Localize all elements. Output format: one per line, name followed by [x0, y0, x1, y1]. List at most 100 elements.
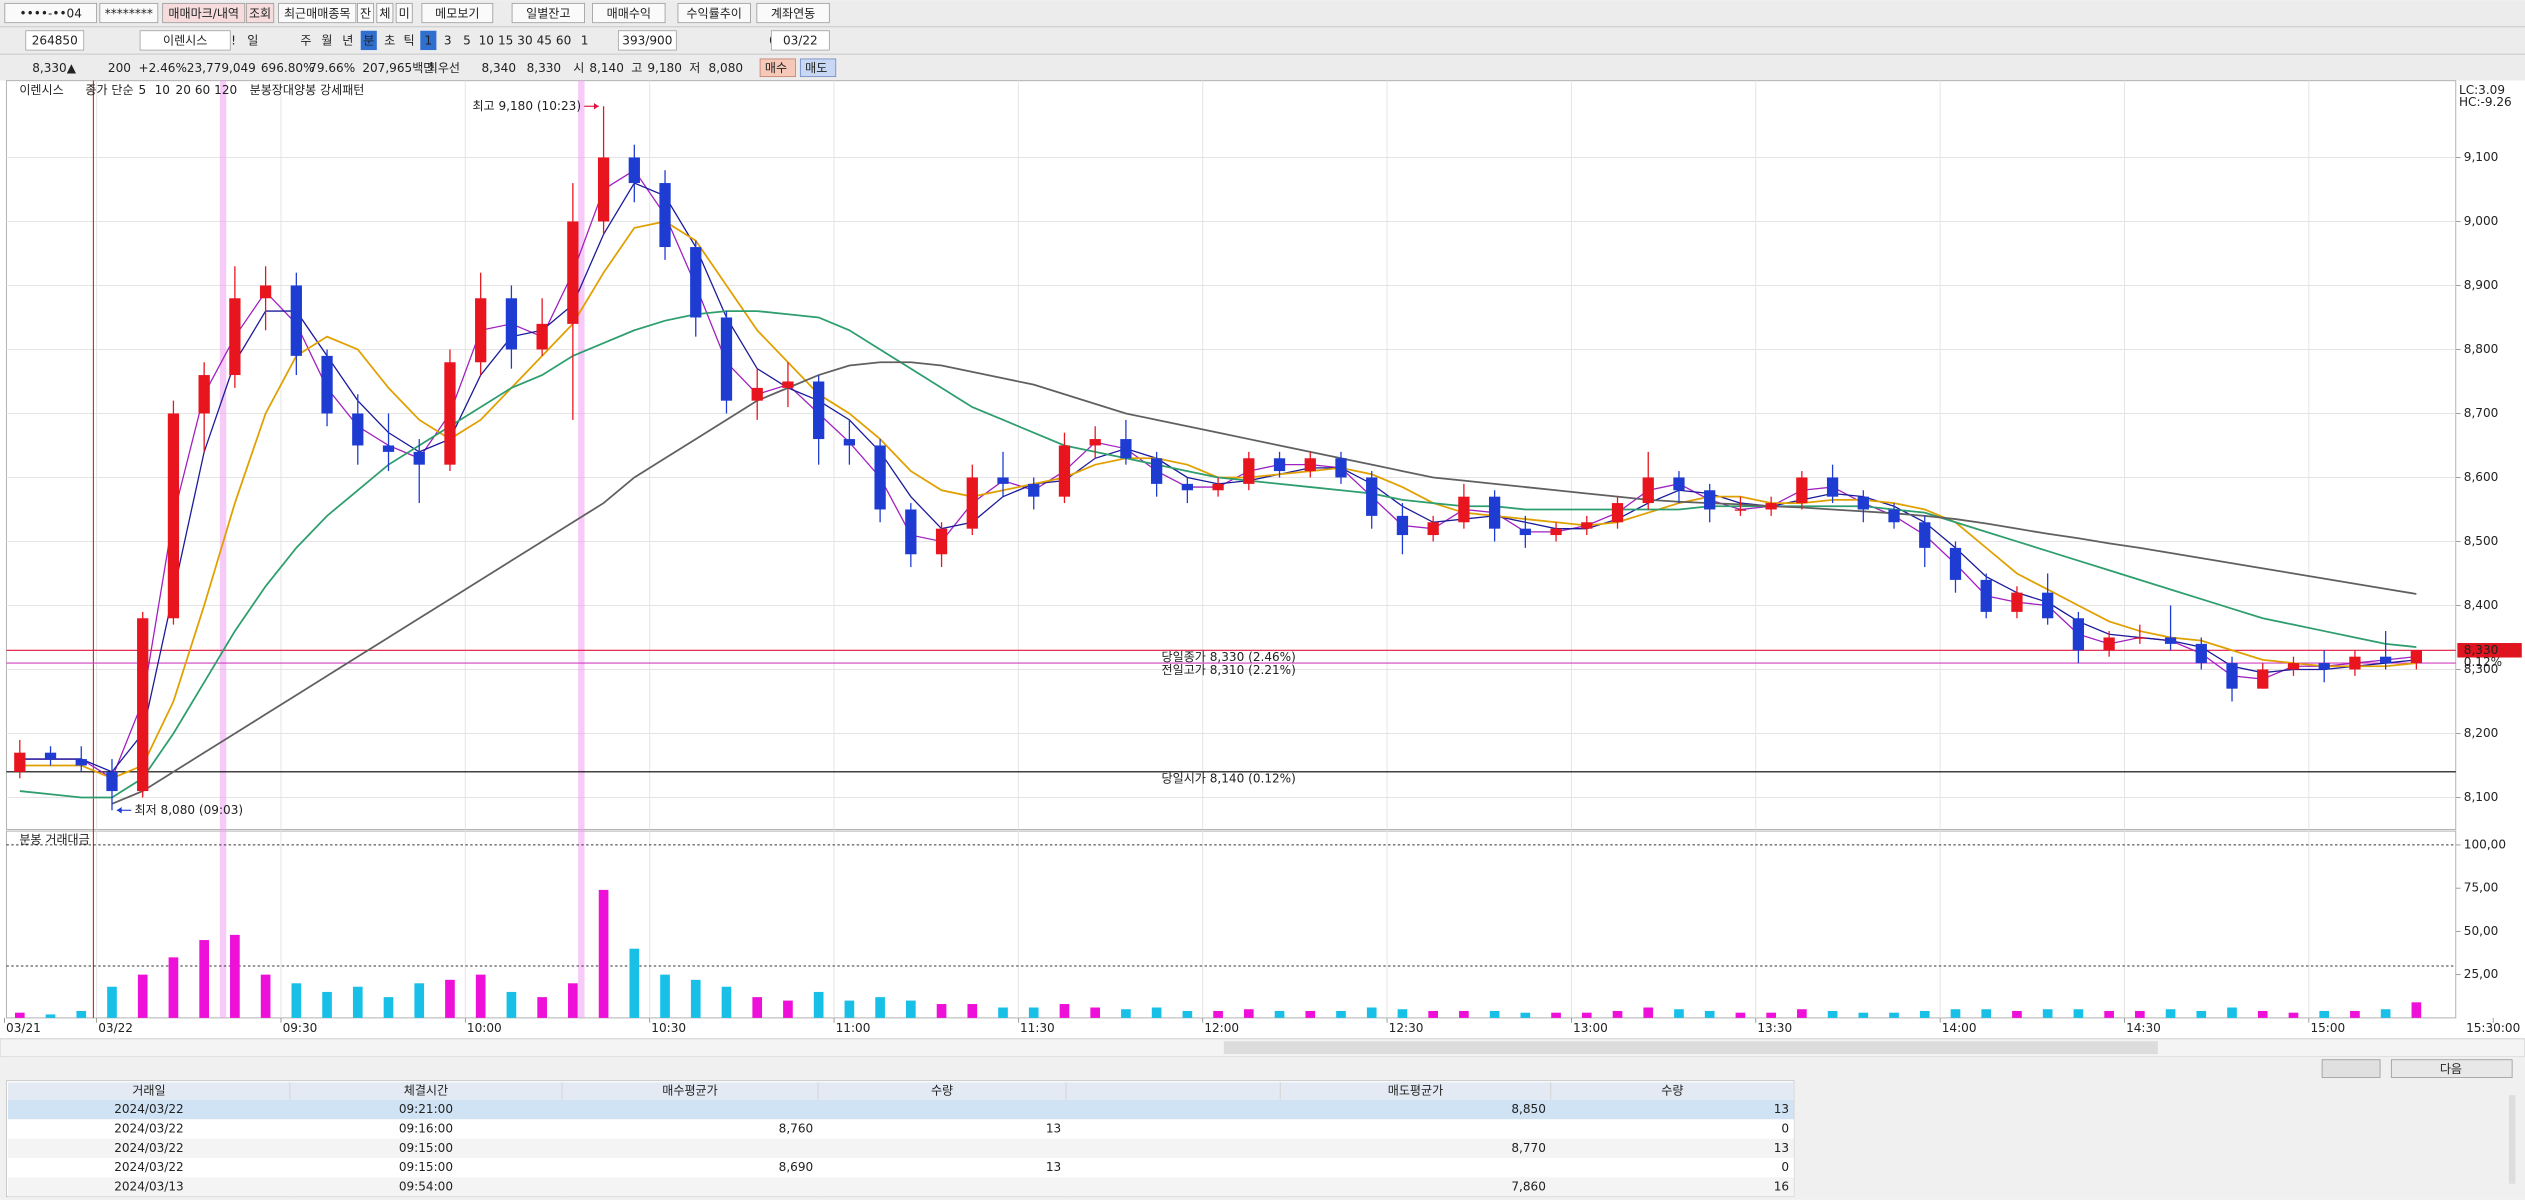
toolbar-button[interactable]: [376, 2, 394, 24]
volume-bar: [844, 1000, 855, 1018]
toolbar-button[interactable]: [4, 2, 98, 24]
selected-period[interactable]: [420, 30, 437, 51]
candle-body: [1642, 477, 1654, 504]
input-box[interactable]: [617, 30, 677, 51]
candle-body: [1765, 503, 1777, 510]
toolbar-item[interactable]: 이렌시스: [163, 34, 207, 48]
toolbar-button-label[interactable]: 조회: [249, 6, 271, 20]
toolbar-item[interactable]: 일: [247, 34, 258, 48]
toolbar-button[interactable]: [756, 2, 830, 24]
toolbar-button-label[interactable]: 매매수익: [607, 6, 651, 20]
corner-label: LC:3.09: [2459, 83, 2505, 97]
legend-name: 이렌시스: [19, 83, 63, 97]
toolbar-button-label[interactable]: 체: [379, 6, 390, 20]
volume-bar: [783, 1000, 793, 1018]
volume-bar: [352, 986, 363, 1018]
toolbar-item[interactable]: 15: [498, 34, 513, 48]
toolbar-button[interactable]: [395, 2, 413, 24]
toolbar-item[interactable]: 10: [479, 34, 494, 48]
volume-bar: [383, 997, 394, 1018]
table-cell: 2024/03/13: [114, 1179, 184, 1193]
toolbar-button[interactable]: [421, 2, 494, 24]
legend-entry[interactable]: 5: [138, 83, 146, 97]
toolbar-item[interactable]: 393/900: [622, 34, 672, 48]
table-row-bg[interactable]: [8, 1100, 1794, 1120]
toolbar-item[interactable]: 년: [342, 34, 353, 48]
table-row-bg[interactable]: [8, 1119, 1794, 1139]
legend-entry[interactable]: 20: [176, 83, 191, 97]
volume-bar: [1121, 1009, 1131, 1018]
toolbar-item[interactable]: 264850: [32, 34, 78, 48]
table-row-bg[interactable]: [8, 1157, 1794, 1178]
input-box[interactable]: [139, 30, 231, 51]
toolbar-button[interactable]: [99, 2, 159, 24]
table-scrollbar[interactable]: [2508, 1095, 2516, 1184]
toolbar-item[interactable]: 45: [537, 34, 552, 48]
toolbar-button-label[interactable]: 계좌연동: [771, 6, 815, 20]
input-box[interactable]: [770, 30, 830, 51]
toolbar-button[interactable]: [162, 2, 246, 24]
legend-entry[interactable]: 10: [155, 83, 170, 97]
legend-entry[interactable]: 120: [214, 83, 237, 97]
quote-field[interactable]: 매도: [805, 61, 827, 75]
scroll-thumb[interactable]: [1223, 1041, 2158, 1055]
toolbar-item[interactable]: 30: [517, 34, 532, 48]
toolbar-item[interactable]: 월: [321, 34, 332, 48]
toolbar-button[interactable]: [357, 2, 374, 24]
toolbar-button-label[interactable]: 일별잔고: [526, 6, 570, 20]
toolbar-button-label[interactable]: 수익률추이: [686, 6, 742, 20]
toolbar-button-label[interactable]: 메모보기: [435, 6, 479, 20]
toolbar-button[interactable]: [245, 2, 275, 24]
toolbar-item[interactable]: 분: [363, 34, 374, 48]
toolbar-button[interactable]: [592, 2, 666, 24]
next-label[interactable]: 다음: [2440, 1062, 2462, 1076]
selected-period[interactable]: [360, 30, 377, 51]
table-row-bg[interactable]: [8, 1177, 1794, 1197]
toolbar-button-label[interactable]: 최근매매종목: [284, 6, 351, 20]
table-cell: 8,760: [779, 1121, 814, 1135]
toolbar-item[interactable]: 03/22: [783, 34, 818, 48]
last-price-box: [2457, 643, 2522, 658]
x-tick-label: 03/22: [98, 1021, 133, 1035]
volume-bar: [1704, 1010, 1715, 1018]
toolbar-button-label[interactable]: ••••-••04: [20, 6, 82, 20]
x-tick-label: 15:30:00: [2466, 1021, 2520, 1035]
table-cell: 09:15:00: [399, 1141, 453, 1155]
toolbar-button[interactable]: [278, 2, 357, 24]
candle-body: [2134, 637, 2146, 639]
next-button[interactable]: [2390, 1059, 2513, 1078]
volume-bar: [690, 979, 701, 1018]
table-cell: 0: [1781, 1121, 1789, 1135]
toolbar-item[interactable]: 5: [463, 34, 471, 48]
toolbar-item[interactable]: 1: [425, 34, 433, 48]
volume-bar: [2319, 1010, 2330, 1018]
volume-bar: [230, 934, 240, 1018]
toolbar-item[interactable]: !: [231, 34, 236, 48]
volume-bar: [1151, 1007, 1162, 1018]
toolbar-button-label[interactable]: ********: [105, 6, 153, 20]
toolbar-button-label[interactable]: 잔: [360, 6, 371, 20]
quote-field: 시: [573, 61, 584, 75]
table-row-bg[interactable]: [8, 1138, 1794, 1158]
toolbar-item[interactable]: 초: [384, 34, 395, 48]
toolbar-item[interactable]: 주: [300, 34, 311, 48]
toolbar-item[interactable]: 3: [444, 34, 452, 48]
prev-button[interactable]: [2321, 1059, 2381, 1078]
volume-bar: [998, 1007, 1008, 1018]
sell-button[interactable]: [799, 58, 837, 78]
x-tick-label: 10:00: [467, 1021, 502, 1035]
legend-entry[interactable]: 60: [195, 83, 210, 97]
buy-button[interactable]: [759, 58, 796, 78]
input-box[interactable]: [25, 30, 85, 51]
volume-bar: [660, 974, 670, 1018]
toolbar-item[interactable]: 1: [581, 34, 589, 48]
candle-body: [137, 618, 149, 792]
toolbar-button[interactable]: [677, 2, 751, 24]
toolbar-button[interactable]: [511, 2, 585, 24]
toolbar-item[interactable]: 60: [556, 34, 571, 48]
toolbar-item[interactable]: 틱: [403, 34, 414, 48]
toolbar-button-label[interactable]: 미: [399, 6, 410, 20]
quote-field[interactable]: 매수: [765, 61, 787, 75]
table-header: 수량: [931, 1084, 953, 1098]
toolbar-button-label[interactable]: 매매마크/내역: [168, 6, 239, 20]
